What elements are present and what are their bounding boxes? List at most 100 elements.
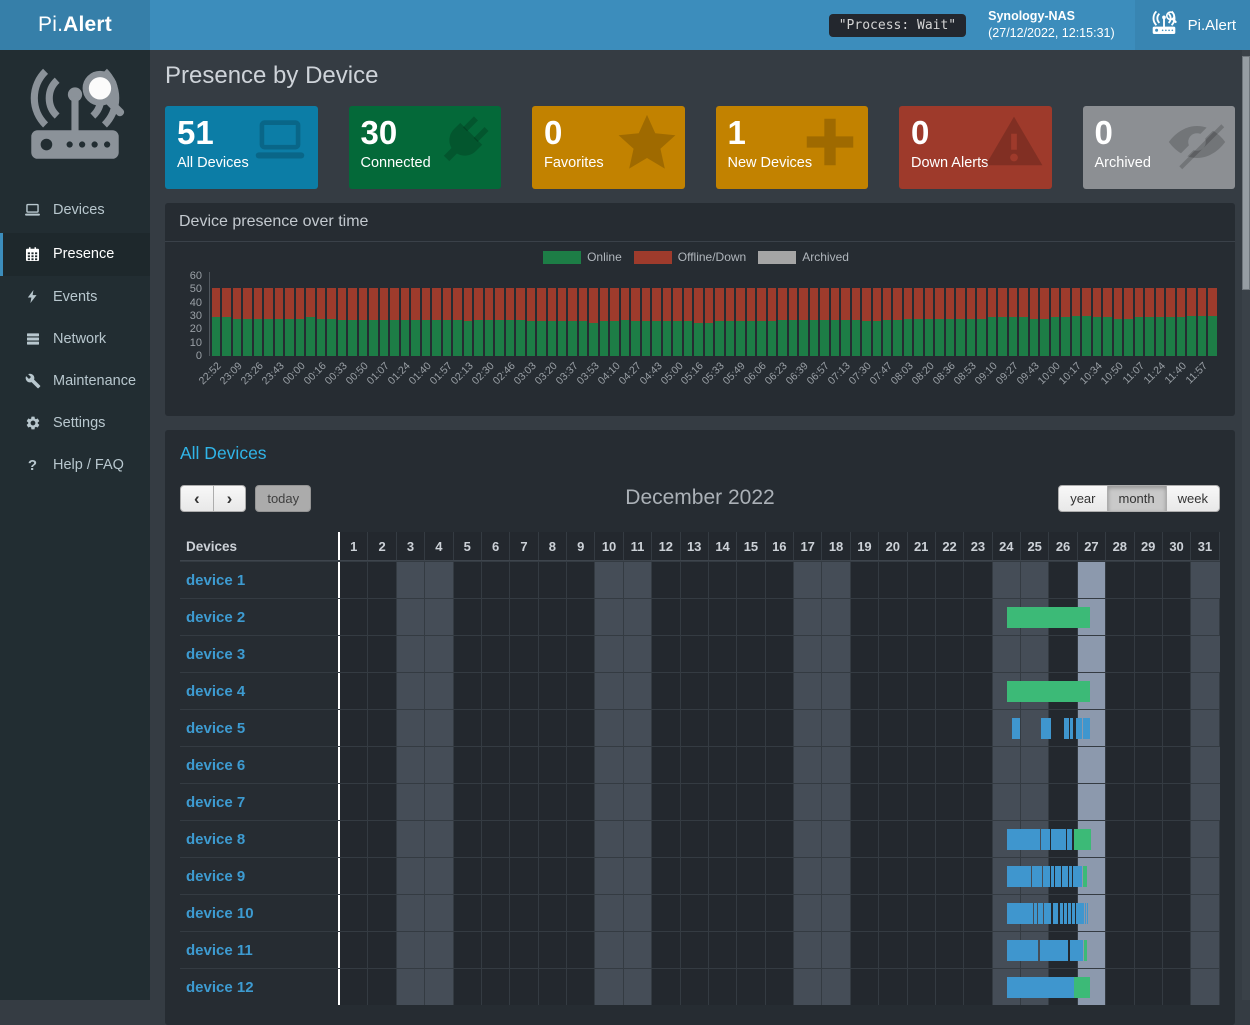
device-link[interactable]: device 7 [186,794,245,811]
day-cell [510,895,538,931]
calendar-prev-button[interactable]: ‹ [180,485,214,512]
device-link[interactable]: device 4 [186,683,245,700]
day-cell [368,636,396,672]
online-segment [1074,829,1090,850]
online-segment [1074,977,1090,998]
calendar-view-year-button[interactable]: year [1058,485,1107,512]
day-cell [993,636,1021,672]
device-link[interactable]: device 10 [186,905,254,922]
x-tick-label: 08:03 [889,360,916,387]
device-link[interactable]: device 11 [186,942,253,959]
sidebar-item-help-faq[interactable]: ?Help / FAQ [0,444,150,487]
presence-bar [652,288,660,356]
presence-row: device 8 [180,820,1220,857]
device-name-cell: device 10 [180,895,338,931]
day-cell [567,747,595,783]
day-cell [908,636,936,672]
day-cell [510,932,538,968]
day-cell [652,636,680,672]
x-tick-label: 06:39 [784,360,811,387]
brand-logo[interactable]: Pi.Alert [0,0,150,50]
sidebar-toggle-button[interactable] [150,0,195,50]
sidebar-item-devices[interactable]: Devices [0,188,150,233]
device-link[interactable]: device 8 [186,831,245,848]
presence-bar [600,288,608,356]
day-cell [794,673,822,709]
day-cell [879,710,907,746]
day-cell [482,599,510,635]
day-cell [510,710,538,746]
device-link[interactable]: device 3 [186,646,245,663]
legend-item: Online [543,250,622,264]
day-header-cell: 23 [964,532,992,560]
presence-bar [914,288,922,356]
day-cell [681,858,709,894]
x-tick-label: 02:13 [448,360,475,387]
day-cell [908,895,936,931]
day-cell [652,673,680,709]
presence-bar [694,288,702,356]
day-cell [1163,858,1191,894]
day-cell [510,599,538,635]
day-cell [737,562,765,598]
day-cell [794,858,822,894]
calendar-view-month-button[interactable]: month [1107,485,1167,512]
sidebar-item-settings[interactable]: Settings [0,402,150,444]
sidebar-item-maintenance[interactable]: Maintenance [0,360,150,402]
day-cell [340,895,368,931]
laptop-icon [249,111,311,173]
calendar-today-button[interactable]: today [255,485,311,512]
day-header-cell: 27 [1078,532,1106,560]
app-link[interactable]: Pi.Alert [1135,0,1250,50]
device-link[interactable]: device 5 [186,720,245,737]
presence-bar [956,288,964,356]
day-cell [737,673,765,709]
presence-bar [327,288,335,356]
presence-bar [778,288,786,356]
x-tick-label: 05:16 [679,360,706,387]
calendar-view-week-button[interactable]: week [1166,485,1220,512]
day-cell [595,784,623,820]
device-link[interactable]: device 6 [186,757,245,774]
device-link[interactable]: device 1 [186,572,245,589]
day-cell [681,784,709,820]
day-cell [397,821,425,857]
session-segment [1079,718,1082,739]
calendar-next-button[interactable]: › [213,485,247,512]
day-cell [879,747,907,783]
sidebar-item-events[interactable]: Events [0,276,150,318]
device-link[interactable]: device 9 [186,868,245,885]
sidebar-item-network[interactable]: Network [0,318,150,360]
session-segment [1007,940,1038,961]
device-link[interactable]: device 12 [186,979,254,996]
today-column-cell [1078,784,1106,820]
vertical-scrollbar-thumb[interactable] [1242,56,1250,290]
day-header-cell: 20 [879,532,907,560]
day-cell [1135,932,1163,968]
presence-row: device 5 [180,709,1220,746]
day-cell [766,599,794,635]
day-cell [652,784,680,820]
day-cell [454,747,482,783]
day-cell [425,821,453,857]
day-cell [482,784,510,820]
day-cell [454,673,482,709]
sidebar-item-presence[interactable]: Presence [0,233,150,276]
day-header-cell: 22 [936,532,964,560]
presence-row: device 9 [180,857,1220,894]
day-cell [709,562,737,598]
top-navbar: Pi.Alert "Process: Wait" Synology-NAS (2… [0,0,1250,50]
session-segment [1058,866,1061,887]
day-cell [908,932,936,968]
presence-bar [1208,288,1216,356]
day-cell [340,821,368,857]
device-link[interactable]: device 2 [186,609,245,626]
day-cell [624,599,652,635]
